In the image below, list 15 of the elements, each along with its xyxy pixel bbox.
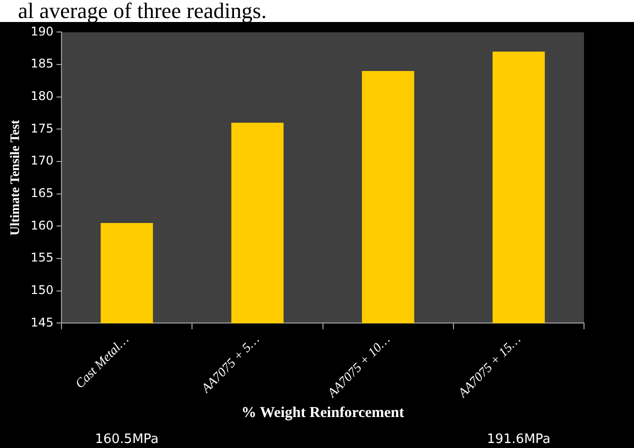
y-tick-label: 150 [30,282,54,297]
y-tick-label: 190 [30,24,54,38]
y-tick-label: 175 [30,121,54,136]
y-tick-label: 185 [30,56,54,71]
y-axis-title: Ultimate Tensile Test [7,119,22,236]
y-tick-label: 160 [30,218,54,232]
y-tick-label: 145 [30,315,54,330]
y-tick-label: 180 [30,88,54,103]
y-tick-label: 155 [30,250,54,265]
x-axis-title: % Weight Reinforcement [241,404,404,421]
text: 191.6MPa [486,432,551,447]
text: al average of three readings. [17,0,268,23]
y-tick-label: 165 [30,186,54,200]
y-tick-label: 170 [30,154,54,168]
text: 160.5MPa [94,432,159,447]
